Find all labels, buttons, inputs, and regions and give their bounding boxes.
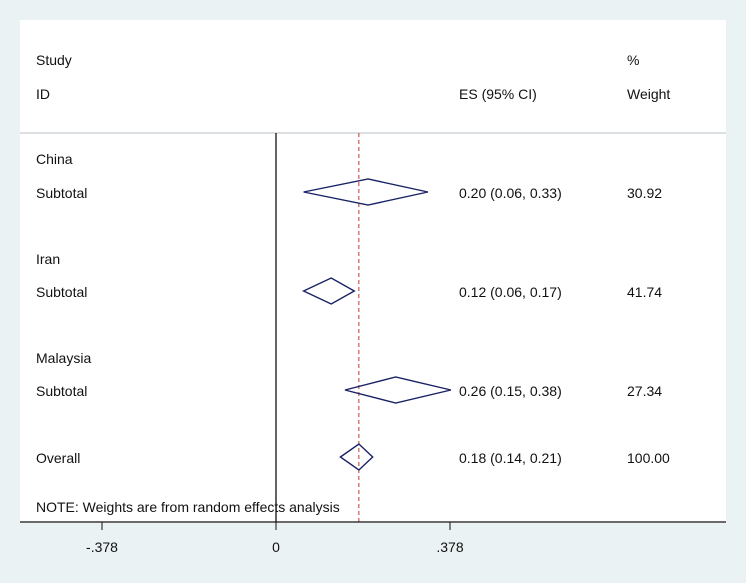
weight-iran: 41.74 xyxy=(627,284,662,300)
weight-malaysia: 27.34 xyxy=(627,383,662,399)
diamond-overall xyxy=(339,443,374,471)
subtotal-label-china: Subtotal xyxy=(36,185,87,201)
weight-china: 30.92 xyxy=(627,185,662,201)
group-label-malaysia: Malaysia xyxy=(36,350,91,366)
note-text: NOTE: Weights are from random effects an… xyxy=(36,499,340,515)
header-es: ES (95% CI) xyxy=(459,86,537,102)
es-text-iran: 0.12 (0.06, 0.17) xyxy=(459,284,562,300)
overall-label: Overall xyxy=(36,450,80,466)
subtotal-label-iran: Subtotal xyxy=(36,284,87,300)
header-percent: % xyxy=(627,52,639,68)
diamond-iran xyxy=(301,277,356,305)
weight-overall: 100.00 xyxy=(627,450,670,466)
es-text-china: 0.20 (0.06, 0.33) xyxy=(459,185,562,201)
es-text-malaysia: 0.26 (0.15, 0.38) xyxy=(459,383,562,399)
x-tick-label-zero: 0 xyxy=(272,539,280,555)
diamond-china xyxy=(303,178,429,206)
header-id: ID xyxy=(36,86,50,102)
group-label-china: China xyxy=(36,151,73,167)
x-tick-label-pos: .378 xyxy=(436,539,463,555)
group-label-iran: Iran xyxy=(36,251,60,267)
plot-panel xyxy=(20,20,726,523)
subtotal-label-malaysia: Subtotal xyxy=(36,383,87,399)
diamond-malaysia xyxy=(344,376,452,404)
x-tick-label-neg: -.378 xyxy=(86,539,118,555)
es-text-overall: 0.18 (0.14, 0.21) xyxy=(459,450,562,466)
header-study: Study xyxy=(36,52,72,68)
header-weight: Weight xyxy=(627,86,670,102)
